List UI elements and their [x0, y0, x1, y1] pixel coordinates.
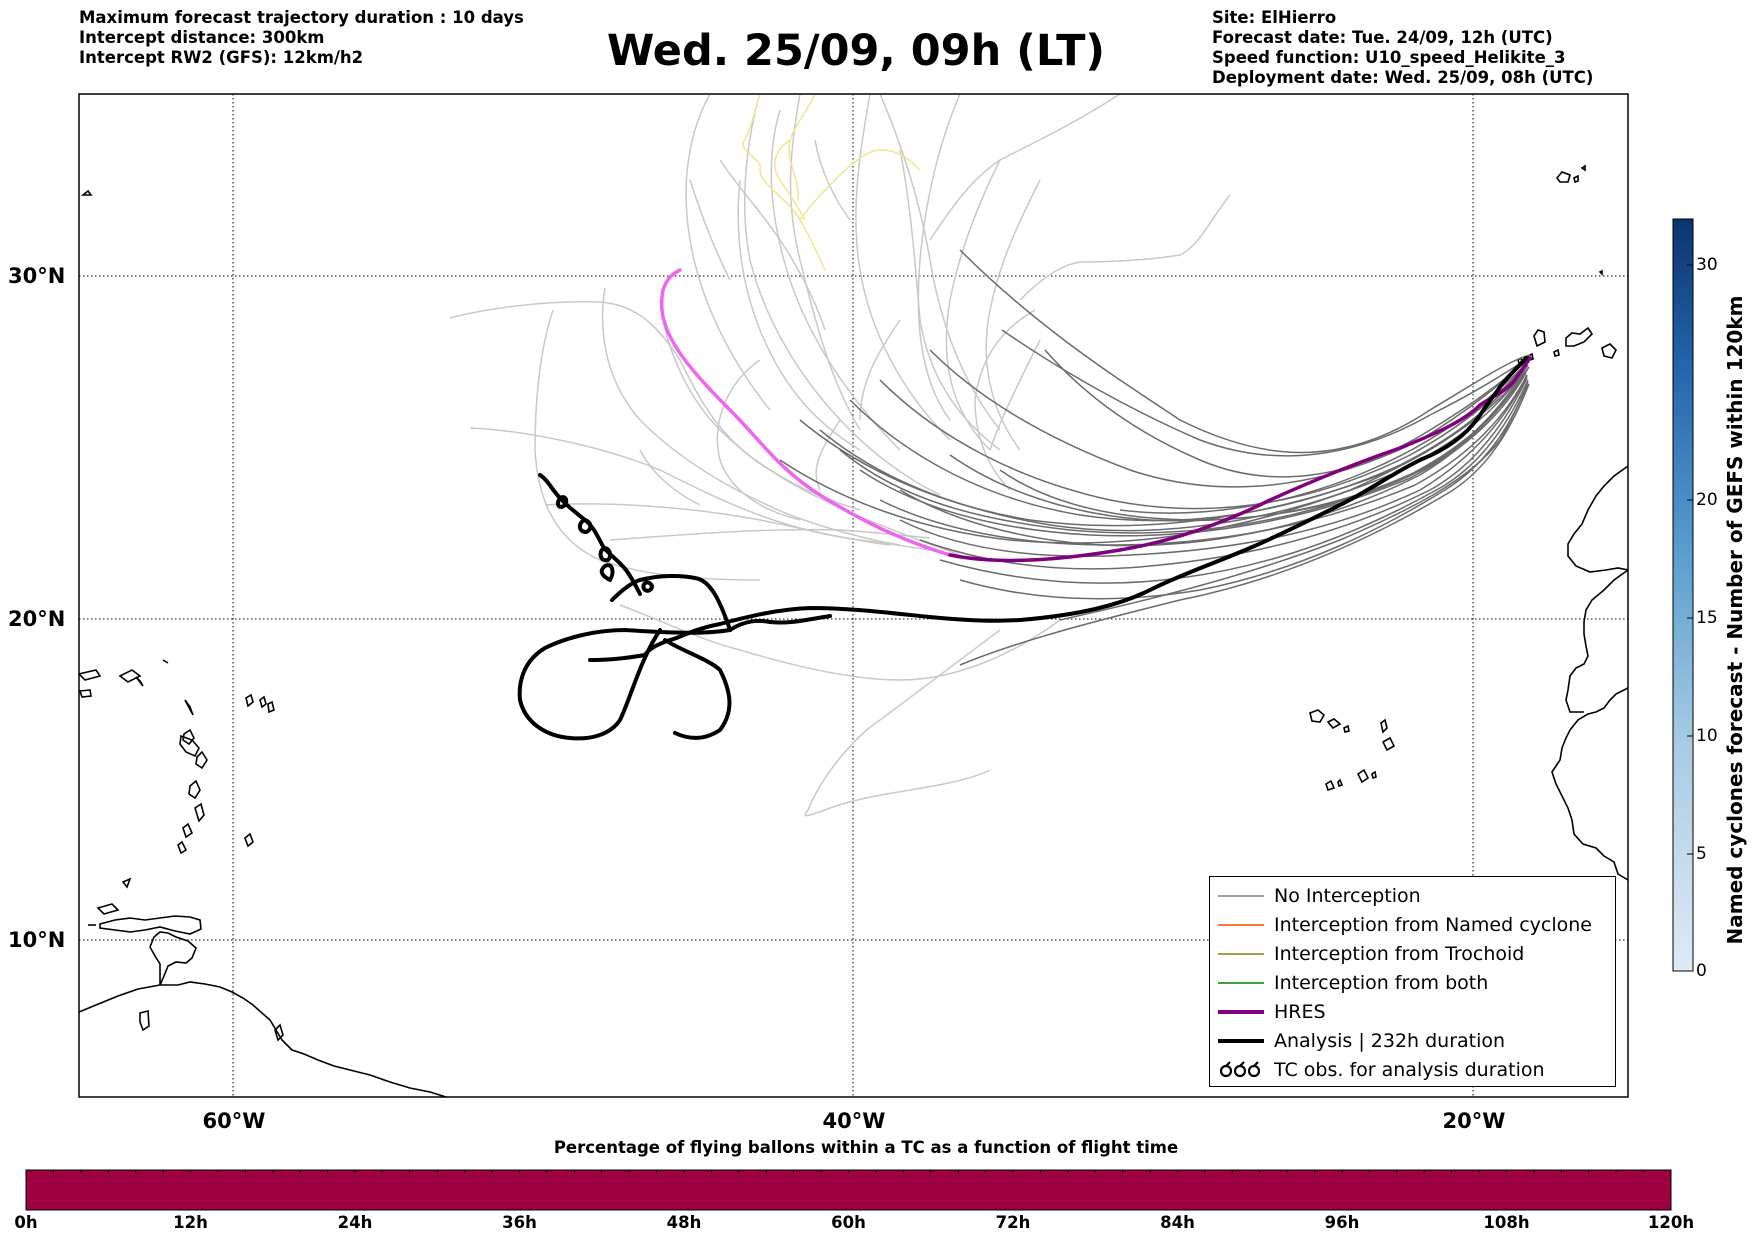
legend-label: Interception from both [1274, 972, 1489, 994]
bottom-colorbar-tick-label: 48h [666, 1213, 702, 1232]
colorbar-tick-30: 30 [1696, 255, 1718, 275]
coastlines [79, 164, 1628, 1097]
bottom-colorbar-tick-label: 60h [831, 1213, 866, 1232]
legend-swatch-named-cyclone [1218, 924, 1264, 926]
legend-label: TC obs. for analysis duration [1274, 1059, 1545, 1081]
legend-label: HRES [1274, 1001, 1326, 1023]
deployment-date-text: Deployment date: Wed. 25/09, 08h (UTC) [1212, 68, 1594, 87]
bottom-colorbar-tick-label: 108h [1483, 1213, 1530, 1232]
map-title: Wed. 25/09, 09h (LT) [606, 26, 1106, 76]
bottom-colorbar-title: Percentage of flying ballons within a TC… [553, 1138, 1179, 1157]
legend-item-analysis: Analysis | 232h duration [1210, 1027, 1615, 1055]
lon-label-60w: 60°W [202, 1109, 266, 1133]
bottom-colorbar-tick-label: 0h [14, 1213, 38, 1232]
bottom-colorbar-tick-label: 120h [1647, 1213, 1695, 1232]
lat-label-30n: 30°N [8, 264, 66, 288]
light-ensemble-trajectories [449, 94, 1231, 817]
lon-label-20w: 20°W [1442, 1109, 1506, 1133]
bottom-colorbar-tick-label: 96h [1324, 1213, 1360, 1232]
lat-label-10n: 10°N [8, 928, 66, 952]
bottom-colorbar-tick-label: 12h [173, 1213, 208, 1232]
forecast-parameters: Maximum forecast trajectory duration : 1… [79, 8, 524, 68]
legend-item-both: Interception from both [1210, 969, 1615, 997]
legend-swatch-tc-obs [1219, 1061, 1261, 1078]
legend-label: Interception from Named cyclone [1274, 914, 1592, 936]
legend-swatch-hres [1218, 1010, 1264, 1014]
legend-swatch-both [1218, 982, 1264, 984]
legend-item-trochoid: Interception from Trochoid [1210, 940, 1615, 968]
max-duration-text: Maximum forecast trajectory duration : 1… [79, 8, 524, 27]
speed-function-text: Speed function: U10_speed_Helikite_3 [1212, 48, 1566, 67]
bottom-colorbar-tick-label: 84h [1160, 1213, 1195, 1232]
map-gridlines [79, 94, 1628, 1097]
intercept-distance-text: Intercept distance: 300km [79, 28, 325, 47]
bottom-colorbar-tick-label: 72h [995, 1213, 1031, 1232]
site-info: Site: ElHierro Forecast date: Tue. 24/09… [1212, 8, 1593, 88]
colorbar-tick-5: 5 [1696, 844, 1707, 864]
forecast-date-text: Forecast date: Tue. 24/09, 12h (UTC) [1212, 28, 1553, 47]
yellow-trajectories [742, 94, 921, 271]
no-interception-trajectories [779, 249, 1531, 666]
colorbar-tick-0: 0 [1696, 961, 1707, 981]
legend-label: No Interception [1274, 885, 1421, 907]
legend-label: Analysis | 232h duration [1274, 1030, 1506, 1052]
legend-item-hres: HRES [1210, 998, 1615, 1026]
lat-label-20n: 20°N [8, 607, 66, 631]
legend-swatch-no-interception [1218, 895, 1264, 897]
intercept-rw2-text: Intercept RW2 (GFS): 12km/h2 [79, 48, 364, 67]
colorbar-tick-15: 15 [1696, 608, 1718, 628]
legend-swatch-analysis [1218, 1039, 1264, 1043]
hres-trajectory [659, 268, 1532, 563]
legend-item-named-cyclone: Interception from Named cyclone [1210, 911, 1615, 939]
legend-item-no-interception: No Interception [1210, 882, 1615, 910]
colorbar-tick-10: 10 [1696, 726, 1718, 746]
bottom-colorbar-tick-label: 24h [337, 1213, 373, 1232]
analysis-trajectory [517, 356, 1528, 741]
lon-label-40w: 40°W [822, 1109, 886, 1133]
map-frame [78, 93, 1629, 1098]
side-colorbar [1672, 218, 1694, 972]
bottom-colorbar [25, 1169, 1672, 1211]
site-text: Site: ElHierro [1212, 8, 1337, 27]
legend-label: Interception from Trochoid [1274, 943, 1525, 965]
colorbar-tick-20: 20 [1696, 490, 1718, 510]
legend-swatch-trochoid [1218, 953, 1264, 955]
legend-item-tc-obs: TC obs. for analysis duration [1210, 1056, 1615, 1084]
side-colorbar-title: Named cyclones forecast - Number of GEFS… [1723, 295, 1747, 945]
map-legend: No Interception Interception from Named … [1209, 876, 1616, 1087]
bottom-colorbar-tick-label: 36h [502, 1213, 537, 1232]
